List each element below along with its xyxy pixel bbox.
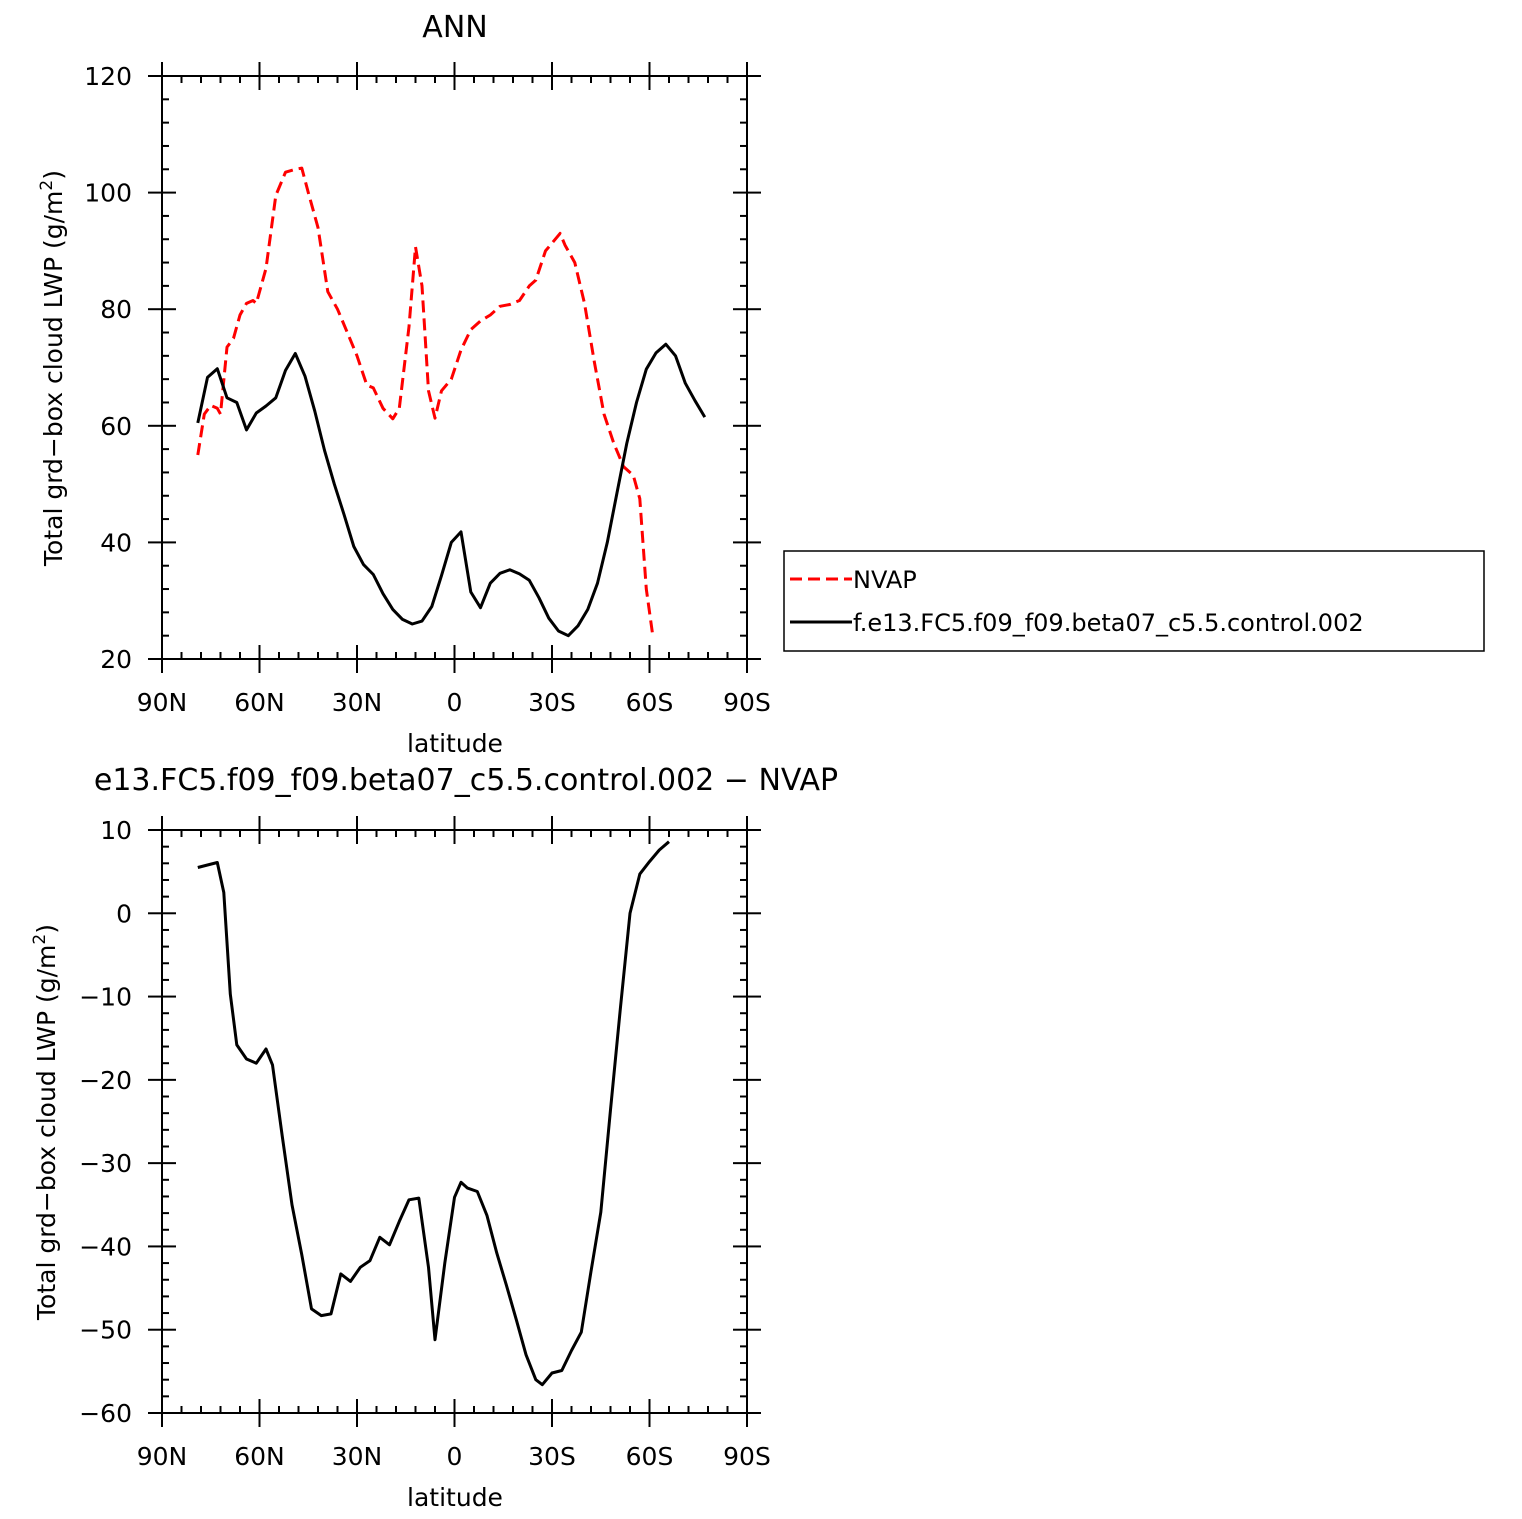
difference-series-line [197, 840, 670, 1387]
x-tick-label: 30N [332, 688, 383, 717]
legend-label-model: f.e13.FC5.f09_f09.beta07_c5.5.control.00… [853, 609, 1364, 637]
bottom-plot-frame [161, 829, 748, 1414]
x-tick-label: 90S [723, 1442, 771, 1471]
top-y-tick-labels: 20 40 60 80 100 120 [84, 62, 132, 674]
x-tick-label: 0 [447, 688, 463, 717]
x-tick-label: 60S [626, 688, 674, 717]
y-tick-label: 0 [116, 899, 132, 928]
y-tick-label: 20 [100, 645, 132, 674]
y-tick-label: −20 [79, 1066, 132, 1095]
y-tick-label: −30 [79, 1149, 132, 1178]
bottom-panel: e13.FC5.f09_f09.beta07_c5.5.control.002 … [30, 763, 838, 1512]
top-x-tick-labels: 90N 60N 30N 0 30S 60S 90S [137, 688, 771, 717]
x-tick-label: 0 [447, 1442, 463, 1471]
f-e13-fc5-f09-f09-beta07-c5-5-control-002-series-line [196, 342, 707, 638]
bottom-chart-title: e13.FC5.f09_f09.beta07_c5.5.control.002 … [94, 763, 838, 798]
top-x-axis-label: latitude [407, 729, 503, 758]
x-tick-label: 30S [528, 1442, 576, 1471]
y-tick-label: 120 [84, 62, 132, 91]
y-tick-label: −10 [79, 983, 132, 1012]
legend-box [783, 550, 1485, 652]
bottom-series [197, 840, 670, 1387]
legend-label-nvap: NVAP [853, 566, 917, 594]
top-y-axis-label: Total grd−box cloud LWP (g/m2) [37, 170, 68, 567]
x-tick-label: 30N [332, 1442, 383, 1471]
x-tick-label: 60N [234, 1442, 285, 1471]
top-chart-title: ANN [422, 10, 487, 45]
top-panel: ANN 90N 60N 30N 0 30S 60S 90S 20 40 60 80 100 120 l… [37, 10, 771, 758]
legend: NVAP f.e13.FC5.f09_f09.beta07_c5.5.contr… [783, 550, 1485, 652]
x-tick-label: 60N [234, 688, 285, 717]
y-tick-label: 10 [100, 816, 132, 845]
x-tick-label: 90S [723, 688, 771, 717]
top-ticks [148, 62, 761, 673]
y-tick-label: −60 [79, 1399, 132, 1428]
y-tick-label: −40 [79, 1232, 132, 1261]
nvap-series-line [196, 166, 655, 636]
x-tick-label: 60S [626, 1442, 674, 1471]
y-tick-label: 60 [100, 412, 132, 441]
bottom-y-tick-labels: −60 −50 −40 −30 −20 −10 0 10 [79, 816, 132, 1428]
x-tick-label: 90N [137, 1442, 188, 1471]
x-tick-label: 90N [137, 688, 188, 717]
y-tick-label: 80 [100, 295, 132, 324]
x-tick-label: 30S [528, 688, 576, 717]
top-series [196, 166, 707, 638]
top-plot-frame [161, 75, 748, 660]
y-tick-label: −50 [79, 1316, 132, 1345]
bottom-x-tick-labels: 90N 60N 30N 0 30S 60S 90S [137, 1442, 771, 1471]
bottom-y-axis-label: Total grd−box cloud LWP (g/m2) [30, 924, 61, 1321]
bottom-x-axis-label: latitude [407, 1483, 503, 1512]
y-tick-label: 100 [84, 179, 132, 208]
y-tick-label: 40 [100, 528, 132, 557]
bottom-ticks [148, 816, 761, 1427]
